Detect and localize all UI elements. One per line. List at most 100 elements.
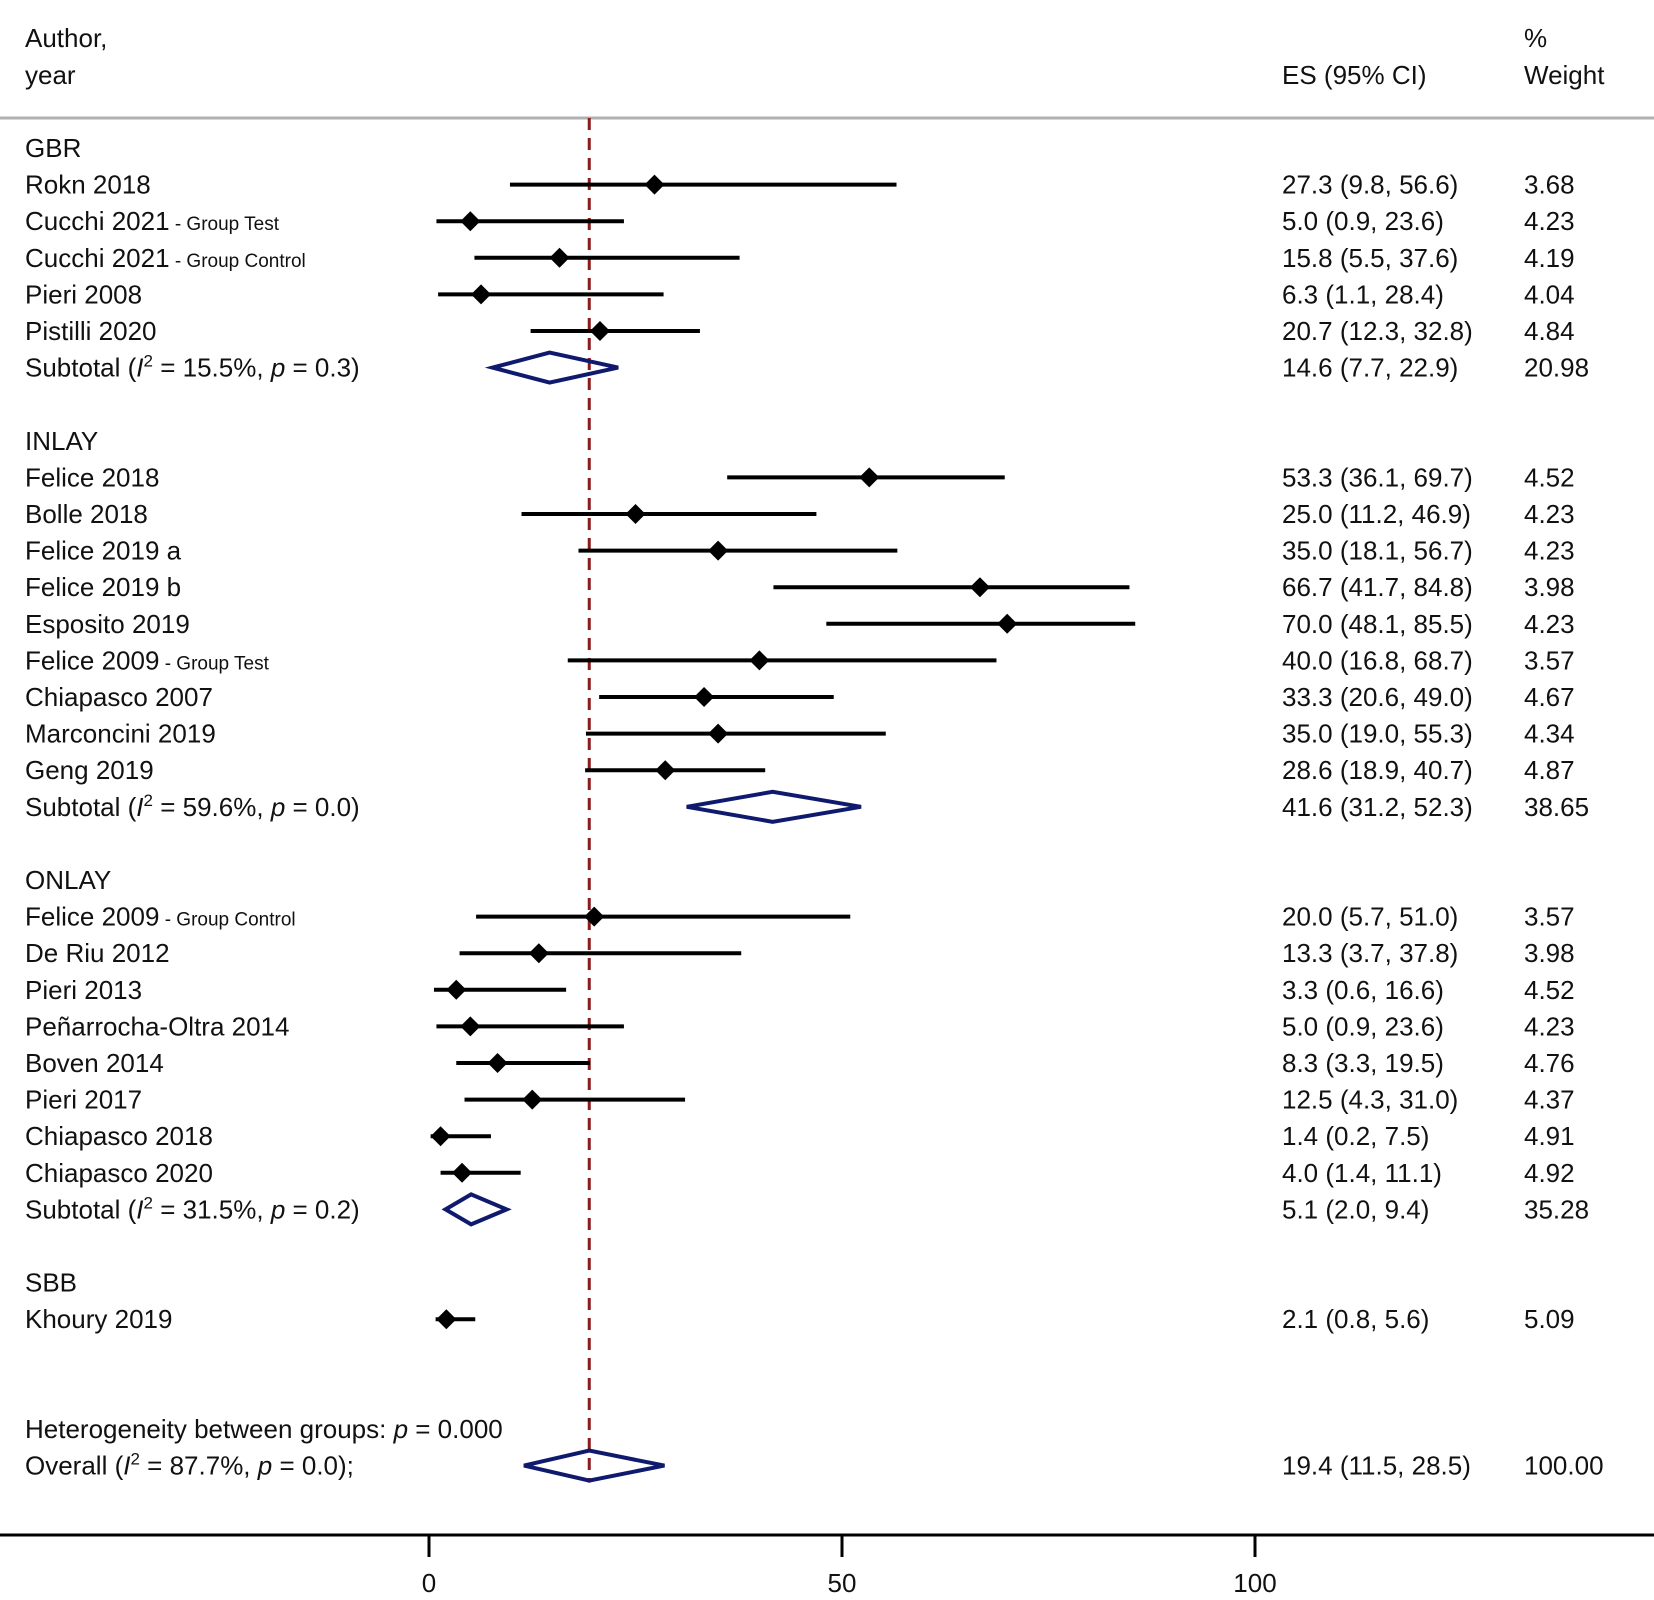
es-ci-value: 12.5 (4.3, 31.0) (1282, 1085, 1458, 1115)
forest-row-study: Khoury 2019 2.1 (0.8, 5.6) 5.09 (25, 1304, 1575, 1334)
point-estimate-marker (452, 1162, 473, 1183)
point-estimate-marker (708, 723, 729, 744)
subtotal-label: Subtotal (I2 = 59.6%, p = 0.0) (25, 791, 360, 822)
study-label: Felice 2019 b (25, 572, 181, 602)
forest-row-study: Cucchi 2021 - Group Control 15.8 (5.5, 37… (25, 243, 1575, 273)
es-ci-value: 5.1 (2.0, 9.4) (1282, 1194, 1429, 1224)
forest-row-study: Felice 2009 - Group Test 40.0 (16.8, 68.7… (25, 645, 1575, 675)
weight-value: 4.19 (1524, 243, 1575, 273)
point-estimate-marker (589, 321, 610, 341)
forest-row-study: Chiapasco 2018 1.4 (0.2, 7.5) 4.91 (25, 1121, 1575, 1151)
forest-row-study: De Riu 2012 13.3 (3.7, 37.8) 3.98 (25, 938, 1575, 968)
forest-row-subtotal: Subtotal (I2 = 15.5%, p = 0.3) 14.6 (7.7,… (25, 350, 1589, 385)
weight-value: 4.23 (1524, 609, 1575, 639)
point-estimate-marker (749, 650, 770, 671)
weight-value: 4.76 (1524, 1048, 1575, 1078)
es-ci-value: 70.0 (48.1, 85.5) (1282, 609, 1473, 639)
weight-value: 5.09 (1524, 1304, 1575, 1334)
forest-row-group: ONLAY (25, 865, 111, 895)
study-label: Cucchi 2021 - Group Test (25, 206, 280, 236)
forest-row-study: Felice 2019 b 66.7 (41.7, 84.8) 3.98 (25, 572, 1575, 602)
forest-row-study: Pieri 2017 12.5 (4.3, 31.0) 4.37 (25, 1085, 1575, 1115)
es-ci-value: 41.6 (31.2, 52.3) (1282, 792, 1473, 822)
forest-row-study: Marconcini 2019 35.0 (19.0, 55.3) 4.34 (25, 719, 1575, 749)
x-tick-label: 50 (828, 1568, 857, 1598)
es-ci-value: 33.3 (20.6, 49.0) (1282, 682, 1473, 712)
point-estimate-marker (969, 577, 990, 598)
study-label: Felice 2009 - Group Test (25, 645, 270, 675)
study-label: Felice 2009 - Group Control (25, 902, 296, 932)
es-ci-value: 8.3 (3.3, 19.5) (1282, 1048, 1444, 1078)
es-ci-value: 5.0 (0.9, 23.6) (1282, 1011, 1444, 1041)
subtotal-label: Subtotal (I2 = 31.5%, p = 0.2) (25, 1193, 360, 1224)
point-estimate-marker (694, 687, 715, 707)
es-ci-value: 35.0 (18.1, 56.7) (1282, 536, 1473, 566)
weight-value: 3.98 (1524, 938, 1575, 968)
study-label: Felice 2019 a (25, 536, 182, 566)
es-ci-value: 19.4 (11.5, 28.5) (1282, 1451, 1471, 1481)
study-label: De Riu 2012 (25, 938, 170, 968)
es-ci-value: 35.0 (19.0, 55.3) (1282, 719, 1473, 749)
weight-value: 4.04 (1524, 279, 1575, 309)
weight-value: 3.57 (1524, 645, 1575, 675)
weight-header-line2: Weight (1524, 60, 1605, 90)
point-estimate-marker (708, 540, 729, 561)
forest-row-study: Rokn 2018 27.3 (9.8, 56.6) 3.68 (25, 170, 1575, 200)
point-estimate-marker (549, 247, 570, 268)
forest-row-study: Felice 2018 53.3 (36.1, 69.7) 4.52 (25, 462, 1575, 492)
es-ci-value: 6.3 (1.1, 28.4) (1282, 279, 1444, 309)
subtotal-label: Subtotal (I2 = 15.5%, p = 0.3) (25, 352, 360, 383)
weight-value: 4.91 (1524, 1121, 1575, 1151)
point-estimate-marker (446, 979, 467, 1000)
study-label: Pieri 2008 (25, 279, 142, 309)
group-label: ONLAY (25, 865, 111, 895)
forest-row-study: Boven 2014 8.3 (3.3, 19.5) 4.76 (25, 1048, 1575, 1078)
forest-row-study: Chiapasco 2007 33.3 (20.6, 49.0) 4.67 (25, 682, 1575, 712)
weight-value: 4.92 (1524, 1158, 1575, 1188)
point-estimate-marker (644, 174, 665, 195)
weight-value: 4.23 (1524, 499, 1575, 529)
es-ci-value: 3.3 (0.6, 16.6) (1282, 975, 1444, 1005)
es-ci-value: 13.3 (3.7, 37.8) (1282, 938, 1458, 968)
study-label: Bolle 2018 (25, 499, 148, 529)
forest-row-subtotal: Subtotal (I2 = 59.6%, p = 0.0) 41.6 (31.2… (25, 789, 1589, 824)
es-ci-value: 1.4 (0.2, 7.5) (1282, 1121, 1429, 1151)
overall-diamond (523, 1448, 665, 1483)
overall-label: Overall (I2 = 87.7%, p = 0.0); (25, 1450, 354, 1481)
es-ci-value: 15.8 (5.5, 37.6) (1282, 243, 1458, 273)
study-label: Boven 2014 (25, 1048, 164, 1078)
weight-value: 4.52 (1524, 462, 1575, 492)
study-label: Chiapasco 2020 (25, 1158, 213, 1188)
forest-row-study: Cucchi 2021 - Group Test 5.0 (0.9, 23.6) 4… (25, 206, 1575, 236)
es-ci-value: 28.6 (18.9, 40.7) (1282, 755, 1473, 785)
es-ci-value: 25.0 (11.2, 46.9) (1282, 499, 1471, 529)
es-ci-value: 27.3 (9.8, 56.6) (1282, 170, 1458, 200)
study-label: Geng 2019 (25, 755, 154, 785)
group-label: SBB (25, 1268, 77, 1298)
weight-header-line1: % (1524, 23, 1547, 53)
point-estimate-marker (584, 906, 605, 927)
weight-value: 4.52 (1524, 975, 1575, 1005)
forest-row-study: Chiapasco 2020 4.0 (1.4, 11.1) 4.92 (25, 1158, 1575, 1188)
weight-value: 100.00 (1524, 1451, 1604, 1481)
forest-row-subtotal: Subtotal (I2 = 31.5%, p = 0.2) 5.1 (2.0, … (25, 1192, 1589, 1227)
forest-row-group: GBR (25, 133, 81, 163)
point-estimate-marker (528, 943, 549, 964)
forest-row-group: INLAY (25, 426, 98, 456)
es-ci-value: 20.7 (12.3, 32.8) (1282, 316, 1473, 346)
weight-value: 4.23 (1524, 206, 1575, 236)
weight-value: 4.84 (1524, 316, 1575, 346)
study-label: Marconcini 2019 (25, 719, 216, 749)
weight-value: 4.23 (1524, 536, 1575, 566)
point-estimate-marker (436, 1309, 457, 1330)
forest-row-study: Pieri 2013 3.3 (0.6, 16.6) 4.52 (25, 975, 1575, 1005)
es-ci-value: 14.6 (7.7, 22.9) (1282, 353, 1458, 383)
study-label: Felice 2018 (25, 462, 159, 492)
author-header-line1: Author, (25, 23, 107, 53)
es-ci-header: ES (95% CI) (1282, 60, 1427, 90)
subtotal-diamond (686, 789, 862, 824)
point-estimate-marker (460, 211, 481, 232)
subtotal-diamond (441, 1192, 512, 1227)
weight-value: 4.37 (1524, 1085, 1575, 1115)
